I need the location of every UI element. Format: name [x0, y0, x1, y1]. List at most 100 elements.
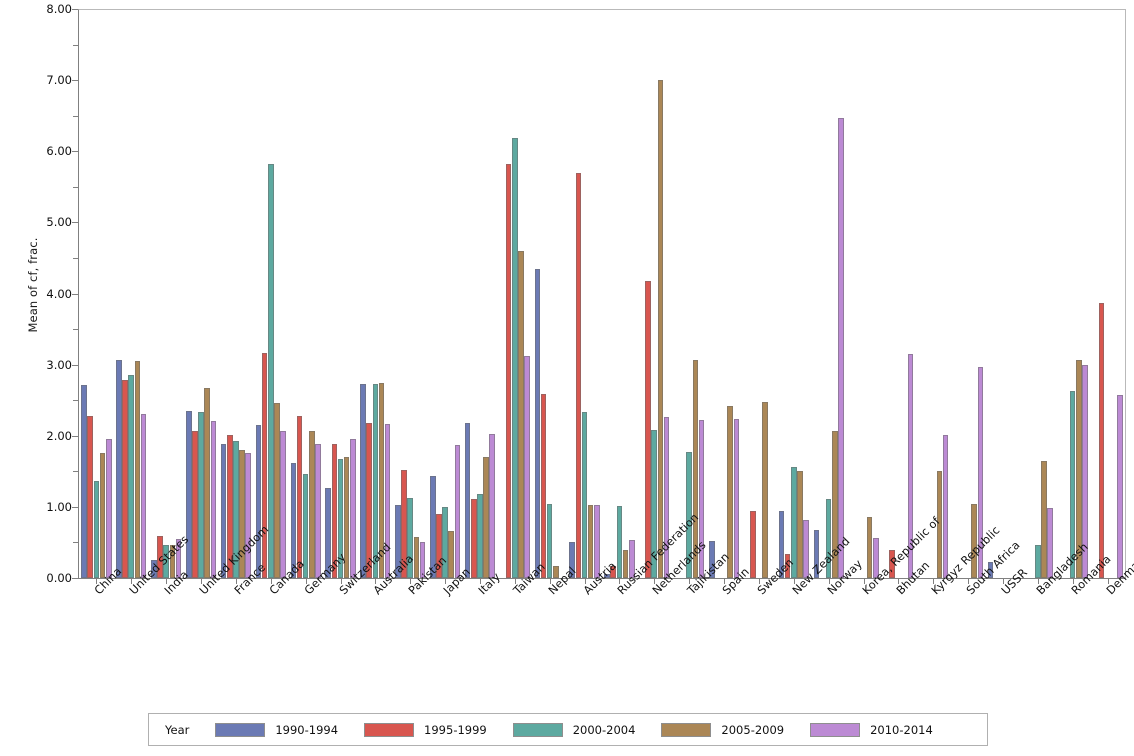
bar[interactable] — [790, 467, 797, 578]
bar[interactable] — [308, 431, 315, 578]
bar[interactable] — [708, 541, 715, 578]
bar[interactable] — [872, 538, 879, 578]
bar[interactable] — [1041, 461, 1047, 578]
bar[interactable] — [1047, 508, 1053, 578]
bar[interactable] — [128, 375, 135, 578]
bar[interactable] — [413, 537, 420, 578]
bar[interactable] — [151, 560, 157, 578]
bar[interactable] — [204, 388, 210, 578]
bar[interactable] — [245, 452, 251, 578]
bar[interactable] — [778, 511, 785, 578]
bar[interactable] — [407, 498, 414, 578]
bar[interactable] — [296, 415, 303, 578]
bar[interactable] — [942, 435, 949, 578]
bar[interactable] — [274, 403, 280, 578]
bar[interactable] — [239, 449, 245, 578]
bar[interactable] — [192, 431, 198, 578]
bar[interactable] — [977, 366, 984, 578]
bar[interactable] — [692, 359, 699, 578]
bar[interactable] — [1098, 303, 1105, 578]
bar[interactable] — [349, 438, 356, 578]
bar[interactable] — [157, 536, 163, 578]
bar[interactable] — [936, 470, 943, 578]
bar[interactable] — [1076, 359, 1082, 578]
bar[interactable] — [575, 173, 582, 578]
bar[interactable] — [838, 117, 844, 578]
bar[interactable] — [524, 356, 530, 578]
bar[interactable] — [198, 412, 204, 578]
bar[interactable] — [105, 438, 112, 578]
bar[interactable] — [546, 504, 553, 578]
bar[interactable] — [140, 413, 147, 578]
bar[interactable] — [267, 164, 274, 578]
bar[interactable] — [99, 452, 106, 578]
bar[interactable] — [604, 573, 610, 578]
bar[interactable] — [657, 80, 664, 578]
bar[interactable] — [372, 383, 379, 578]
bar[interactable] — [384, 424, 391, 578]
bar[interactable] — [587, 504, 594, 578]
bar[interactable] — [784, 553, 791, 578]
bar[interactable] — [907, 353, 914, 578]
legend-item[interactable]: 2010-2014 — [810, 722, 933, 737]
bar[interactable] — [512, 137, 518, 578]
bar[interactable] — [762, 401, 768, 578]
bar[interactable] — [436, 514, 442, 578]
bar[interactable] — [360, 383, 366, 578]
bar[interactable] — [226, 435, 233, 578]
bar[interactable] — [831, 431, 838, 578]
bar[interactable] — [628, 539, 635, 578]
bar[interactable] — [1035, 544, 1041, 578]
bar[interactable] — [971, 504, 978, 578]
bar[interactable] — [889, 550, 895, 578]
bar[interactable] — [610, 565, 617, 578]
bar[interactable] — [280, 430, 286, 578]
bar[interactable] — [540, 393, 547, 578]
bar[interactable] — [419, 541, 426, 578]
bar[interactable] — [825, 499, 832, 578]
bar[interactable] — [803, 519, 809, 578]
bar[interactable] — [987, 561, 994, 578]
bar[interactable] — [454, 445, 461, 578]
bar[interactable] — [220, 444, 227, 578]
bar[interactable] — [302, 474, 309, 578]
bar[interactable] — [698, 420, 705, 578]
bar[interactable] — [464, 422, 471, 578]
bar[interactable] — [395, 505, 401, 578]
bar[interactable] — [315, 443, 321, 578]
bar[interactable] — [343, 457, 350, 578]
bar[interactable] — [727, 405, 733, 578]
bar[interactable] — [518, 250, 524, 578]
bar[interactable] — [442, 506, 448, 578]
bar[interactable] — [651, 430, 658, 578]
bar[interactable] — [116, 360, 122, 578]
bar[interactable] — [471, 499, 477, 578]
bar[interactable] — [534, 268, 541, 578]
bar[interactable] — [645, 281, 651, 578]
bar[interactable] — [210, 420, 217, 578]
bar[interactable] — [686, 452, 692, 578]
bar[interactable] — [401, 469, 407, 578]
legend-item[interactable]: 1990-1994 — [215, 722, 338, 737]
bar[interactable] — [749, 511, 756, 578]
bar[interactable] — [581, 411, 588, 578]
bar[interactable] — [1117, 394, 1123, 578]
bar[interactable] — [733, 418, 740, 578]
bar[interactable] — [93, 481, 100, 578]
bar[interactable] — [553, 565, 559, 578]
legend-item[interactable]: 2000-2004 — [512, 722, 635, 737]
bar[interactable] — [483, 457, 489, 578]
bar[interactable] — [81, 385, 87, 578]
bar[interactable] — [489, 433, 496, 578]
bar[interactable] — [185, 410, 192, 578]
bar[interactable] — [1069, 390, 1076, 578]
bar[interactable] — [175, 538, 182, 578]
bar[interactable] — [290, 462, 297, 578]
bar[interactable] — [663, 416, 670, 578]
bar[interactable] — [594, 504, 600, 578]
bar[interactable] — [813, 530, 820, 578]
bar[interactable] — [169, 545, 176, 578]
bar[interactable] — [325, 488, 331, 578]
bar[interactable] — [505, 164, 512, 578]
bar[interactable] — [255, 425, 262, 578]
